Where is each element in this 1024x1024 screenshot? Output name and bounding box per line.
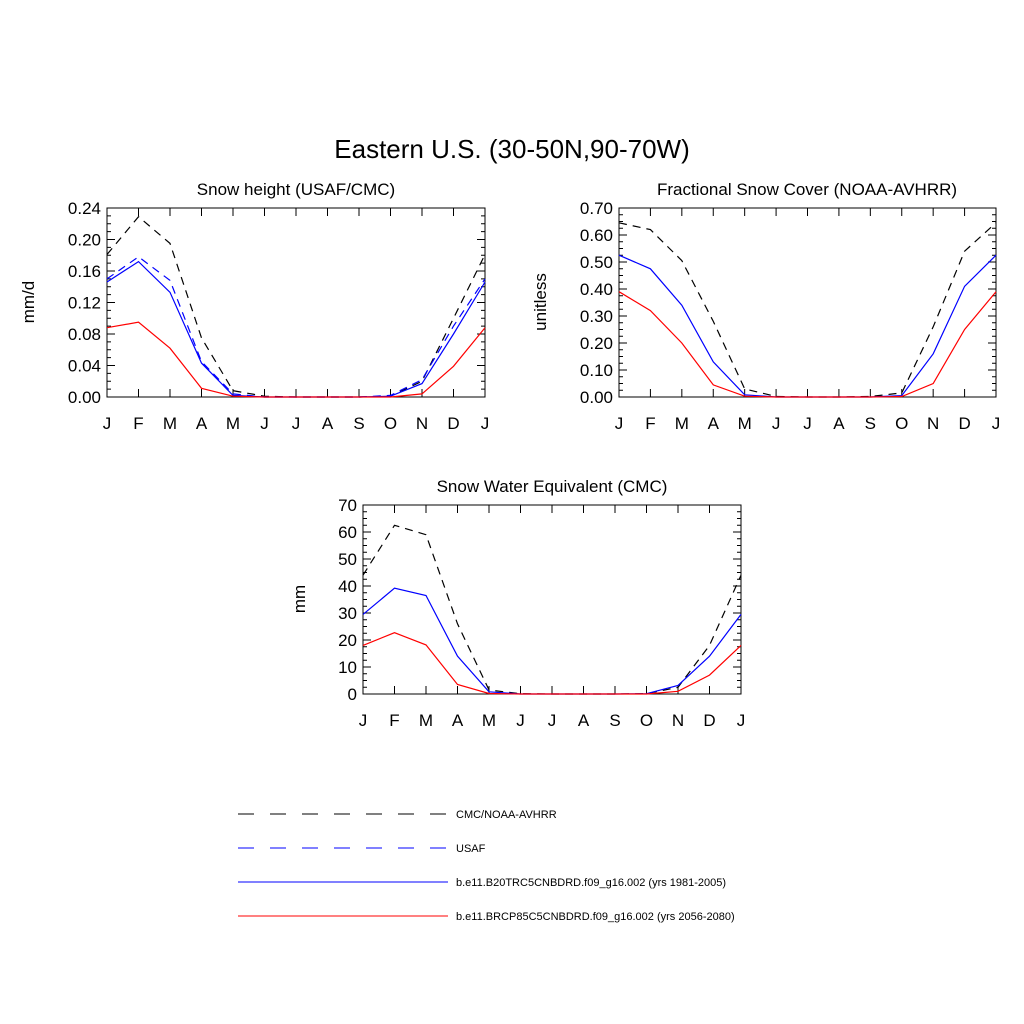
y-tick-label: 0.10 <box>580 361 613 380</box>
legend-label: b.e11.BRCP85C5CNBDRD.f09_g16.002 (yrs 20… <box>456 911 735 923</box>
y-tick-label: 20 <box>338 631 357 650</box>
x-tick-label: J <box>992 414 1001 433</box>
x-tick-label: M <box>419 711 433 730</box>
x-tick-label: M <box>482 711 496 730</box>
x-tick-label: J <box>260 414 269 433</box>
x-tick-label: S <box>353 414 364 433</box>
y-tick-label: 0.16 <box>68 262 101 281</box>
x-tick-label: A <box>578 711 590 730</box>
x-tick-label: M <box>226 414 240 433</box>
x-tick-label: A <box>833 414 845 433</box>
series-line <box>106 256 486 398</box>
panel-fractional-snow-cover: Fractional Snow Cover (NOAA-AVHRR) unitl… <box>531 180 1000 433</box>
x-tick-label: J <box>772 414 781 433</box>
x-tick-label: A <box>196 414 208 433</box>
y-tick-label: 0.12 <box>68 294 101 313</box>
x-tick-label: J <box>803 414 812 433</box>
series-line <box>362 632 742 695</box>
y-tick-label: 0.20 <box>580 334 613 353</box>
y-tick-label: 0.20 <box>68 231 101 250</box>
panel-title: Snow Water Equivalent (CMC) <box>437 477 668 496</box>
figure-title: Eastern U.S. (30-50N,90-70W) <box>334 134 689 164</box>
legend-entry: CMC/NOAA-AVHRR <box>238 809 557 821</box>
x-tick-label: D <box>958 414 970 433</box>
plot-area-1: J F M A M J J A S O N D J0.000.100.200.300.400.500.6… <box>580 199 1000 433</box>
y-tick-label: 0.00 <box>580 388 613 407</box>
x-tick-label: D <box>703 711 715 730</box>
x-tick-label: F <box>645 414 655 433</box>
x-tick-label: J <box>615 414 624 433</box>
y-tick-label: 50 <box>338 550 357 569</box>
x-tick-label: M <box>675 414 689 433</box>
y-tick-label: 0.40 <box>580 280 613 299</box>
x-tick-label: J <box>481 414 490 433</box>
series-line <box>618 291 997 398</box>
y-tick-label: 0.70 <box>580 199 613 218</box>
series-line <box>362 524 742 695</box>
x-tick-label: A <box>708 414 720 433</box>
y-tick-label: 10 <box>338 658 357 677</box>
x-tick-label: N <box>927 414 939 433</box>
series-line <box>618 254 997 398</box>
x-tick-label: J <box>516 711 525 730</box>
x-tick-label: S <box>865 414 876 433</box>
legend-label: USAF <box>456 843 486 855</box>
x-tick-label: M <box>738 414 752 433</box>
legend-entry: USAF <box>238 843 486 855</box>
y-tick-label: 70 <box>338 496 357 515</box>
panel-title: Snow height (USAF/CMC) <box>197 180 395 199</box>
y-tick-label: 0.00 <box>68 388 101 407</box>
y-axis-label: unitless <box>531 273 550 331</box>
plot-frame <box>106 207 486 398</box>
y-tick-label: 0.04 <box>68 357 101 376</box>
x-tick-label: M <box>163 414 177 433</box>
series-line <box>362 587 742 695</box>
x-tick-label: O <box>384 414 397 433</box>
x-tick-label: J <box>103 414 112 433</box>
y-tick-label: 0.60 <box>580 226 613 245</box>
y-tick-label: 0.50 <box>580 253 613 272</box>
series-line <box>106 215 486 398</box>
plot-area-0: J F M A M J J A S O N D J0.000.040.080.120.160.200.2… <box>68 199 489 433</box>
x-tick-label: N <box>416 414 428 433</box>
x-tick-label: A <box>452 711 464 730</box>
panel-title: Fractional Snow Cover (NOAA-AVHRR) <box>657 180 957 199</box>
x-tick-label: F <box>389 711 399 730</box>
y-tick-label: 30 <box>338 604 357 623</box>
legend-label: b.e11.B20TRC5CNBDRD.f09_g16.002 (yrs 198… <box>456 877 726 889</box>
x-tick-label: J <box>359 711 368 730</box>
y-tick-label: 0.08 <box>68 325 101 344</box>
x-tick-label: J <box>737 711 746 730</box>
legend-entry: b.e11.BRCP85C5CNBDRD.f09_g16.002 (yrs 20… <box>238 911 735 923</box>
series-line <box>106 321 486 398</box>
series-line <box>618 222 997 398</box>
y-tick-label: 40 <box>338 577 357 596</box>
y-tick-label: 0.24 <box>68 199 101 218</box>
legend: CMC/NOAA-AVHRR USAF b.e11.B20TRC5CNBDRD.f0… <box>238 809 735 923</box>
x-tick-label: J <box>292 414 301 433</box>
legend-entry: b.e11.B20TRC5CNBDRD.f09_g16.002 (yrs 198… <box>238 877 726 889</box>
x-tick-label: N <box>672 711 684 730</box>
y-tick-label: 60 <box>338 523 357 542</box>
y-tick-label: 0 <box>348 685 357 704</box>
y-axis-label: mm/d <box>19 281 38 324</box>
y-tick-label: 0.30 <box>580 307 613 326</box>
x-tick-label: S <box>609 711 620 730</box>
legend-label: CMC/NOAA-AVHRR <box>456 809 557 821</box>
y-axis-label: mm <box>290 585 309 613</box>
x-tick-label: A <box>322 414 334 433</box>
x-tick-label: D <box>447 414 459 433</box>
plot-frame <box>618 207 997 398</box>
series-line <box>106 260 486 398</box>
x-tick-label: O <box>895 414 908 433</box>
x-tick-label: F <box>133 414 143 433</box>
x-tick-label: J <box>548 711 557 730</box>
x-tick-label: O <box>640 711 653 730</box>
